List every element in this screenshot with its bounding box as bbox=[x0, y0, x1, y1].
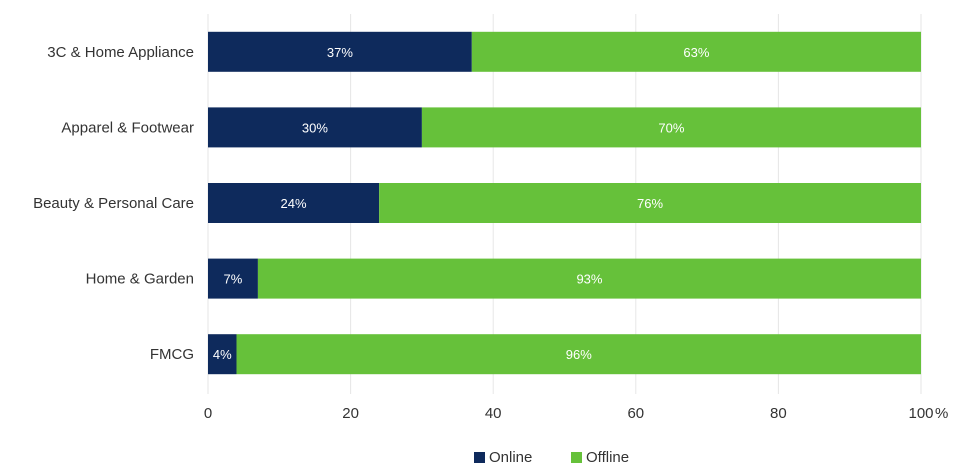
x-tick-label-20: 20 bbox=[342, 405, 359, 422]
bar-offline-0 bbox=[471, 31, 921, 72]
legend-label-offline: Offline bbox=[586, 449, 629, 466]
x-tick-label-80: 80 bbox=[770, 405, 787, 422]
category-labels: 3C & Home Appliance Apparel & Footwear Bea… bbox=[33, 44, 194, 363]
data-label-offline-2: 76% bbox=[637, 196, 663, 211]
x-tick-label-100: 100 bbox=[908, 405, 933, 422]
category-label-0: 3C & Home Appliance bbox=[47, 44, 194, 61]
x-axis-unit: % bbox=[935, 405, 948, 422]
bar-offline-3 bbox=[257, 258, 921, 299]
data-label-offline-4: 96% bbox=[566, 347, 592, 362]
bar-online-2 bbox=[208, 183, 380, 223]
bar-online-0 bbox=[208, 31, 472, 72]
x-tick-label-60: 60 bbox=[627, 405, 644, 422]
bar-online-3 bbox=[208, 258, 258, 299]
data-label-online-0: 37% bbox=[327, 45, 353, 60]
bars: 37% 63% 30% 70% 24% 76% 7% 93% 4% 96% bbox=[208, 31, 921, 375]
data-label-offline-1: 70% bbox=[658, 120, 684, 135]
bar-offline-1 bbox=[421, 107, 921, 148]
data-label-online-4: 4% bbox=[213, 347, 232, 362]
legend-label-online: Online bbox=[489, 449, 532, 466]
data-label-offline-3: 93% bbox=[576, 272, 602, 287]
bar-online-4 bbox=[208, 334, 237, 375]
data-label-online-1: 30% bbox=[302, 120, 328, 135]
category-label-3: Home & Garden bbox=[86, 271, 194, 288]
category-label-2: Beauty & Personal Care bbox=[33, 195, 194, 212]
bar-offline-2 bbox=[379, 183, 921, 223]
x-axis: % 0 20 40 60 80 100 bbox=[204, 405, 949, 422]
category-label-1: Apparel & Footwear bbox=[61, 119, 194, 136]
bar-offline-4 bbox=[236, 334, 921, 375]
data-label-online-3: 7% bbox=[224, 272, 243, 287]
legend: Online Offline bbox=[474, 449, 629, 466]
category-label-4: FMCG bbox=[150, 346, 194, 363]
data-label-online-2: 24% bbox=[281, 196, 307, 211]
data-label-offline-0: 63% bbox=[683, 45, 709, 60]
x-tick-label-40: 40 bbox=[485, 405, 502, 422]
x-tick-label-0: 0 bbox=[204, 405, 212, 422]
legend-swatch-offline bbox=[571, 452, 582, 463]
bar-online-1 bbox=[208, 107, 422, 148]
legend-swatch-online bbox=[474, 452, 485, 463]
